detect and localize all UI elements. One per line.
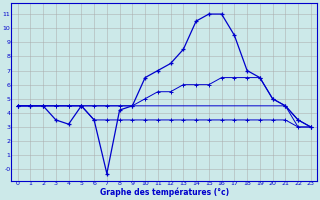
X-axis label: Graphe des températures (°c): Graphe des températures (°c) [100, 188, 229, 197]
